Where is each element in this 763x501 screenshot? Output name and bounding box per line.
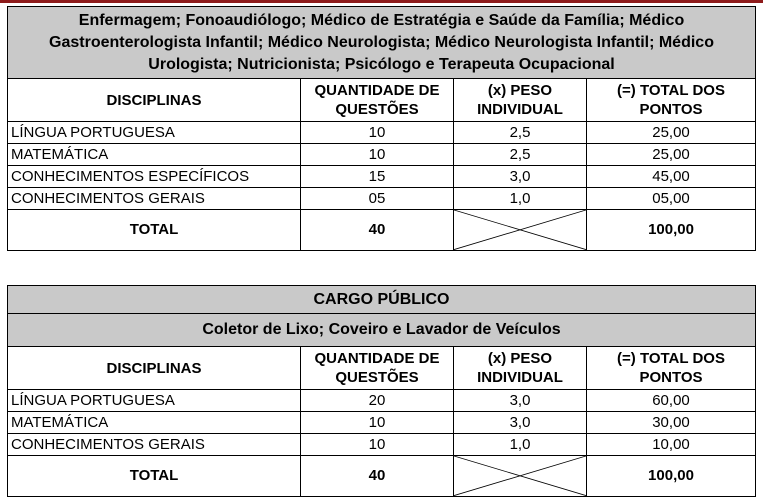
points-cell: 60,00 [586,389,756,412]
weight-cell: 1,0 [453,433,587,456]
discipline-cell: CONHECIMENTOS GERAIS [7,187,301,210]
table-row: CONHECIMENTOS GERAIS 10 1,0 10,00 [7,433,756,456]
section-title: CARGO PÚBLICO [7,285,756,314]
total-label: TOTAL [7,209,301,251]
table-title: Coletor de Lixo; Coveiro e Lavador de Ve… [7,313,756,347]
score-table-services: CARGO PÚBLICO Coletor de Lixo; Coveiro e… [7,285,756,497]
table-row: CONHECIMENTOS GERAIS 05 1,0 05,00 [7,187,757,210]
total-label: TOTAL [7,455,301,497]
crossed-out-cell [453,455,587,497]
total-points: 100,00 [586,455,756,497]
col-header-peso: (x) PESO INDIVIDUAL [453,346,587,390]
col-header-total: (=) TOTAL DOS PONTOS [586,346,756,390]
weight-cell: 3,0 [453,389,587,412]
points-cell: 25,00 [585,143,757,166]
total-points: 100,00 [585,209,757,251]
table-row: CONHECIMENTOS ESPECÍFICOS 15 3,0 45,00 [7,165,757,188]
questions-cell: 10 [300,121,454,144]
weight-cell: 1,0 [453,187,587,210]
total-questions: 40 [300,455,454,497]
total-questions: 40 [300,209,454,251]
weight-cell: 3,0 [453,411,587,434]
points-cell: 25,00 [585,121,757,144]
points-cell: 05,00 [585,187,757,210]
discipline-cell: LÍNGUA PORTUGUESA [7,389,301,412]
total-row: TOTAL 40 100,00 [7,209,757,251]
table-row: LÍNGUA PORTUGUESA 20 3,0 60,00 [7,389,756,412]
table-row: LÍNGUA PORTUGUESA 10 2,5 25,00 [7,121,757,144]
discipline-cell: CONHECIMENTOS GERAIS [7,433,301,456]
discipline-cell: CONHECIMENTOS ESPECÍFICOS [7,165,301,188]
questions-cell: 15 [300,165,454,188]
table-row: MATEMÁTICA 10 3,0 30,00 [7,411,756,434]
table-row: MATEMÁTICA 10 2,5 25,00 [7,143,757,166]
questions-cell: 20 [300,389,454,412]
col-header-disciplinas: DISCIPLINAS [7,78,301,122]
points-cell: 45,00 [585,165,757,188]
questions-cell: 05 [300,187,454,210]
weight-cell: 2,5 [453,121,587,144]
top-rule [0,0,763,3]
table-title: Enfermagem; Fonoaudiólogo; Médico de Est… [6,6,757,79]
points-cell: 30,00 [586,411,756,434]
weight-cell: 2,5 [453,143,587,166]
col-header-disciplinas: DISCIPLINAS [7,346,301,390]
score-table-health: Enfermagem; Fonoaudiólogo; Médico de Est… [6,6,757,251]
questions-cell: 10 [300,143,454,166]
cross-mark-icon [454,456,586,496]
col-header-total: (=) TOTAL DOS PONTOS [585,78,757,122]
questions-cell: 10 [300,433,454,456]
col-header-peso: (x) PESO INDIVIDUAL [453,78,587,122]
col-header-quantidade: QUANTIDADE DE QUESTÕES [300,346,454,390]
discipline-cell: LÍNGUA PORTUGUESA [7,121,301,144]
discipline-cell: MATEMÁTICA [7,143,301,166]
cross-mark-icon [454,210,586,250]
discipline-cell: MATEMÁTICA [7,411,301,434]
total-row: TOTAL 40 100,00 [7,455,756,497]
crossed-out-cell [453,209,587,251]
col-header-quantidade: QUANTIDADE DE QUESTÕES [300,78,454,122]
weight-cell: 3,0 [453,165,587,188]
points-cell: 10,00 [586,433,756,456]
questions-cell: 10 [300,411,454,434]
